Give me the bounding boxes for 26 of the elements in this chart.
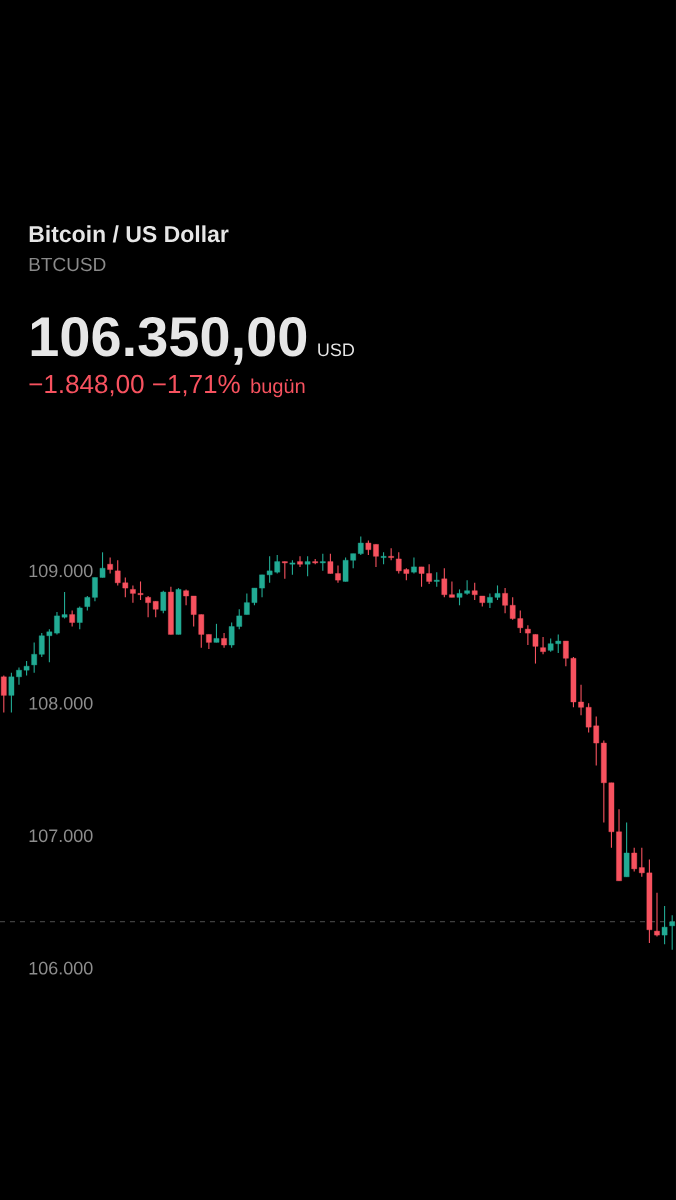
- annotation: USD: [318, 343, 355, 357]
- candlestick: [525, 624, 531, 646]
- candlestick: [411, 557, 417, 575]
- text: Bitcoin / US Dollar: [29, 225, 229, 243]
- candlestick: [623, 821, 630, 878]
- y-tick-label: 108.000: [29, 696, 93, 710]
- y-tick-label: 109.000: [29, 564, 93, 578]
- candlestick: [304, 555, 311, 577]
- candlestick: [532, 633, 539, 665]
- candlestick: [540, 636, 546, 655]
- candlestick: [654, 892, 660, 937]
- candlestick: [661, 905, 668, 945]
- candlestick: [107, 557, 113, 575]
- y-tick-label: 107.000: [29, 829, 93, 843]
- annotation: bugün: [251, 378, 305, 398]
- candlestick: [669, 914, 675, 951]
- text: BTCUSD: [29, 257, 106, 272]
- annotation: −1.848,00 −1,71%: [29, 374, 240, 397]
- candlestick: [297, 555, 303, 568]
- candlestick: [631, 847, 637, 873]
- candlestick: [213, 623, 220, 643]
- candlestick: [358, 535, 364, 556]
- candlestick: [1, 674, 7, 714]
- candlestick: [31, 641, 37, 674]
- y-tick-label: 106.000: [29, 961, 93, 975]
- annotation: 106.350,00: [31, 316, 307, 365]
